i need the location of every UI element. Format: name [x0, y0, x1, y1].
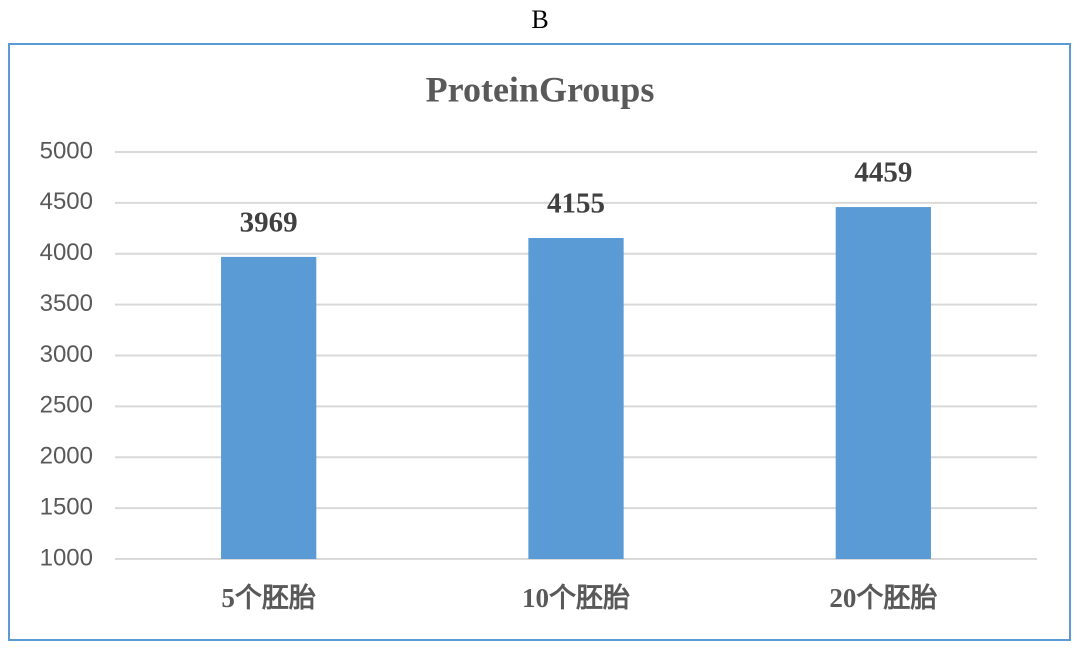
y-tick-label: 1500	[40, 493, 93, 520]
y-tick-label: 5000	[40, 137, 93, 164]
chart-title: ProteinGroups	[426, 69, 655, 109]
y-tick-label: 3000	[40, 341, 93, 368]
y-tick-label: 2000	[40, 443, 93, 470]
bar	[528, 237, 624, 559]
x-tick-label: 10个胚胎	[522, 583, 630, 613]
data-label: 4459	[854, 157, 912, 189]
y-tick-label: 1000	[40, 544, 93, 571]
data-label: 3969	[240, 207, 298, 239]
x-tick-label: 20个胚胎	[829, 583, 937, 613]
y-tick-label: 3500	[40, 290, 93, 317]
panel-label: B	[531, 5, 548, 34]
y-tick-label: 4500	[40, 188, 93, 215]
bar	[835, 207, 931, 559]
y-tick-label: 2500	[40, 392, 93, 419]
bar	[221, 256, 317, 559]
y-tick-label: 4000	[40, 239, 93, 266]
x-tick-label: 5个胚胎	[221, 583, 316, 613]
data-label: 4155	[547, 188, 605, 220]
